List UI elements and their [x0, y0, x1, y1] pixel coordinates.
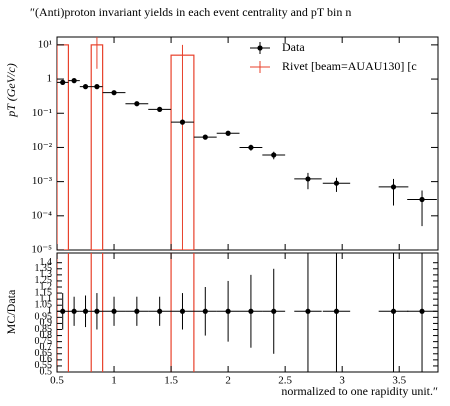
ratio-point	[390, 308, 397, 314]
y-tick-label: 10⁻⁴	[31, 209, 52, 221]
x-tick-label: 3	[339, 375, 345, 387]
chart-title: ″(Anti)proton invariant yields in each e…	[30, 5, 351, 19]
ratio-point	[179, 308, 186, 314]
ratio-tick-label: 0.9	[40, 318, 53, 329]
x-tick-label: 0.5	[50, 375, 64, 387]
ratio-tick-label: 0.85	[35, 324, 53, 335]
data-point	[390, 184, 397, 190]
ratio-point	[82, 308, 89, 314]
lower-plot	[57, 253, 437, 372]
y-tick-label: 1	[47, 73, 53, 85]
ratio-point	[111, 308, 117, 314]
x-tick-label: 2.5	[278, 375, 292, 387]
data-point	[179, 119, 186, 125]
y-axis-label: pT (GeV/c)	[4, 63, 18, 117]
data-point	[225, 130, 231, 136]
ratio-tick-label: 1.3	[40, 269, 53, 280]
x-axis-label: normalized to one rapidity unit.″	[281, 384, 438, 398]
ratio-point	[134, 308, 140, 314]
y-tick-label: 10⁻¹	[32, 107, 52, 119]
data-point	[202, 134, 208, 140]
mc-bar	[90, 44, 104, 250]
data-point	[419, 196, 425, 203]
data-point	[82, 84, 89, 90]
ratio-tick-label: 1.05	[35, 300, 53, 311]
ratio-point	[157, 308, 163, 314]
ratio-point	[225, 308, 231, 314]
data-point	[305, 176, 311, 182]
ratio-point	[333, 308, 340, 314]
ratio-tick-label: 0.55	[35, 360, 53, 371]
ratio-tick-label: 0.5	[40, 366, 53, 377]
legend-label: Data	[282, 40, 305, 54]
ratio-tick-label: 1	[47, 306, 52, 317]
ratio-tick-label: 0.6	[40, 354, 53, 365]
legend-swatch	[257, 45, 263, 51]
data-point	[94, 84, 100, 90]
x-tick-label: 1.5	[164, 375, 178, 387]
ratio-tick-label: 0.75	[35, 336, 53, 347]
x-tick-label: 1	[111, 375, 117, 387]
ratio-tick-label: 1.2	[40, 281, 53, 292]
y-tick-label: 10⁻³	[32, 175, 53, 187]
data-point	[60, 79, 66, 85]
data-point	[71, 78, 77, 84]
ratio-tick-label: 1.25	[35, 275, 53, 286]
legend-label: Rivet [beam=AUAU130] [c	[282, 59, 417, 73]
y-tick-label: 10⁻²	[32, 141, 53, 153]
ratio-point	[202, 308, 208, 314]
ratio-tick-label: 1.15	[35, 287, 53, 298]
ratio-point	[271, 308, 277, 314]
ratio-point	[94, 308, 100, 314]
data-point	[271, 152, 277, 158]
ratio-point	[305, 308, 311, 314]
y-tick-label: 10¹	[38, 38, 52, 50]
ratio-point	[248, 308, 254, 314]
ratio-tick-label: 0.95	[35, 312, 53, 323]
ratio-tick-label: 0.7	[40, 342, 53, 353]
x-tick-label: 3.5	[392, 375, 406, 387]
ratio-point	[419, 308, 425, 314]
data-point	[111, 90, 117, 96]
ratio-tick-label: 0.8	[40, 330, 53, 341]
data-point	[248, 144, 254, 151]
data-point	[157, 106, 163, 112]
ratio-axis-label: MC/Data	[4, 289, 18, 334]
y-tick-label: 10⁻⁵	[31, 244, 52, 256]
ratio-tick-label: 1.35	[35, 263, 53, 274]
ratio-point	[71, 308, 77, 314]
ratio-tick-label: 0.65	[35, 348, 53, 359]
x-tick-label: 2	[225, 375, 231, 387]
ratio-tick-label: 1.1	[40, 293, 53, 304]
data-point	[134, 101, 140, 107]
ratio-point	[60, 308, 66, 314]
ratio-tick-label: 1.4	[40, 257, 53, 268]
data-point	[333, 180, 340, 186]
